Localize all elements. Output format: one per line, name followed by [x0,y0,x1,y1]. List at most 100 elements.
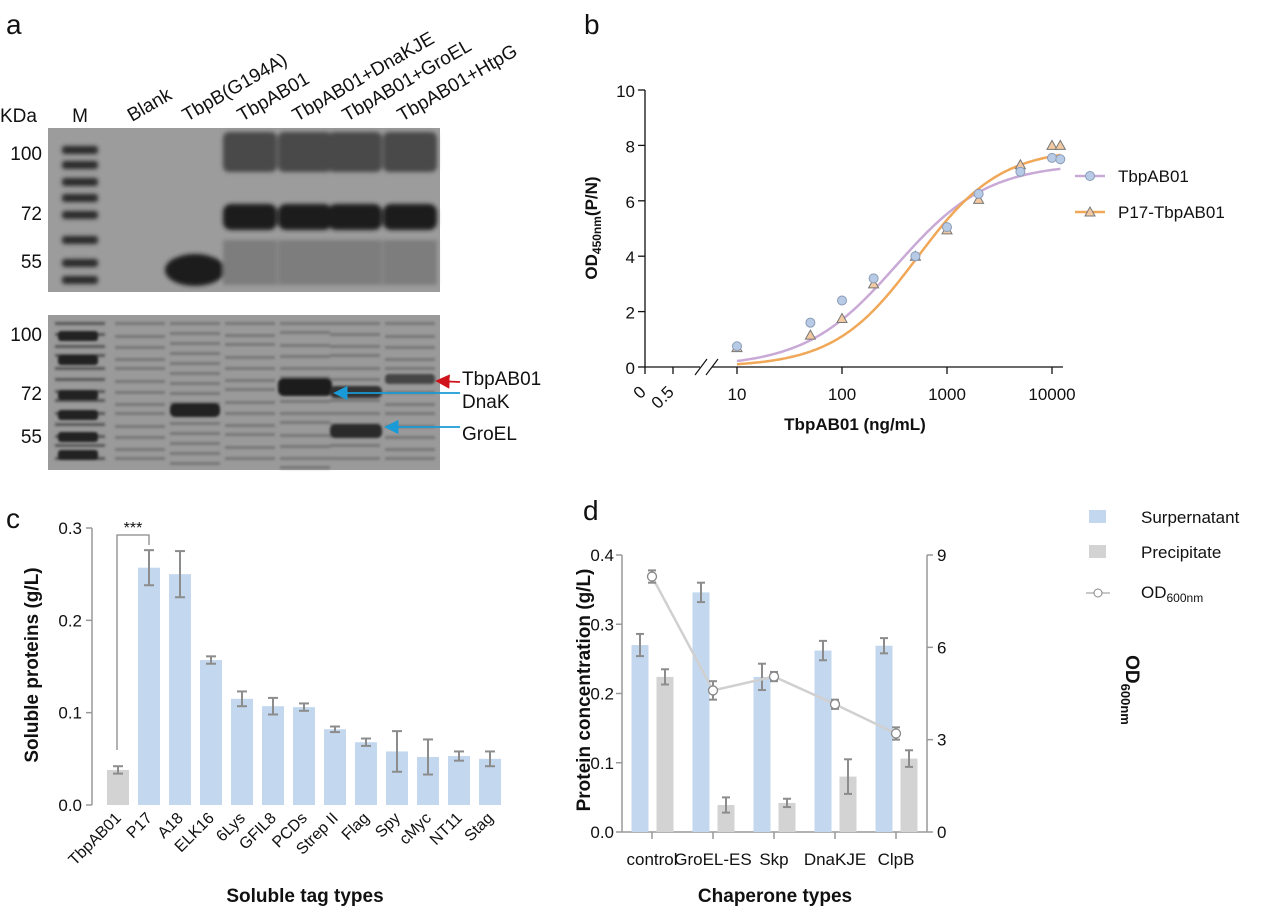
significance-bracket [116,534,150,750]
data-point-circle [805,317,816,328]
x-axis-label: Chaperone types [698,886,852,907]
x-tick-label: 0.5 [648,382,678,412]
y2-label-sub: 600nm [1118,684,1133,725]
mw-marker-label: 72 [21,204,42,225]
legend-marker-triangle [1084,205,1096,217]
panel-label-c: c [6,503,20,534]
lysate-band [385,322,435,325]
gel-annotation-dnak: DnaK [462,392,510,413]
x-axis-label: TbpAB01 (ng/mL) [784,415,926,434]
lysate-band [225,356,275,359]
protein-band [328,204,382,230]
data-point-circle [942,222,952,233]
bar-a18 [169,574,191,805]
x-tick-label: DnaKJE [804,850,866,869]
data-point-circle [973,188,984,199]
lysate-band [115,457,165,460]
groel-band [330,424,382,438]
lysate-band [385,448,435,451]
bar-precipitate-groel-es [717,804,735,832]
lysate-band [225,379,275,382]
ladder-band [62,194,98,202]
y-axis-label: OD450nm(P/N) [582,176,604,279]
lysate-band [280,331,330,334]
ladder-band [58,410,98,420]
data-point-triangle [867,277,880,289]
x-tick-label: 1000 [928,385,966,404]
tbpab01-arrow [435,374,461,389]
lysate-band [55,399,105,402]
lysate-band [115,367,165,370]
lysate-band [170,462,220,465]
legend-marker-circle [1093,588,1103,598]
legend-marker-circle [1085,171,1095,181]
lysate-band [170,362,220,365]
protein-band [385,374,435,384]
bar-surpernatant-dnakje [814,650,832,832]
bar-precipitate-clpb [900,758,918,832]
data-point-circle [837,295,847,306]
bar-gfil8 [262,706,284,805]
data-point-circle [1047,152,1057,163]
lysate-band [225,446,275,449]
x-tick-label: P17 [124,810,156,842]
lysate-band [385,335,435,338]
lysate-band [280,367,330,370]
y-tick-label: 0.4 [590,546,614,565]
od600-line [650,575,897,735]
mw-marker-label: 100 [10,325,42,346]
lysate-band [55,444,105,447]
lysate-band [385,457,435,460]
x-tick-label: cMyc [396,810,434,848]
lysate-band [55,322,105,325]
lysate-band [280,355,330,358]
bar-surpernatant-clpb [875,645,893,832]
panel-label-a: a [6,9,22,40]
y2-tick-label: 0 [937,823,946,842]
legend-label: P17-TbpAB01 [1118,203,1225,222]
y-tick-label: 10 [616,82,635,101]
y-tick-label: 0.1 [590,754,614,773]
dnak-band [330,386,382,398]
data-point-triangle [836,312,848,324]
bar-6lys [231,698,253,805]
ladder-band [58,355,98,365]
lysate-band [225,457,275,460]
lysate-band [115,346,165,349]
ladder-band [62,236,98,244]
od600-point [890,728,902,739]
bar-precipitate-control [656,676,674,832]
lysate-band [225,433,275,436]
x-axis-label: Soluble tag types [226,886,383,907]
data-point-circle [868,273,879,284]
lysate-band [170,352,220,355]
bar-pcds [293,707,315,805]
ladder-band [62,178,98,186]
lysate-band [280,376,330,379]
fit-curve-tbpab01 [736,167,1061,363]
y2-axis-label: OD600nm [1118,655,1142,725]
protein-smear [383,132,437,172]
lysate-band [170,422,220,425]
lysate-band [330,367,380,370]
mw-marker-label: 100 [10,144,42,165]
protein-band [165,254,225,286]
lysate-band [225,367,275,370]
lysate-band [330,399,380,402]
lysate-band [225,424,275,427]
mw-marker-label: 55 [21,427,42,448]
lysate-band [385,436,435,439]
data-point-circle [1055,154,1066,165]
lysate-band [115,322,165,325]
legend-label-main: OD [1141,583,1167,602]
protein-band [170,403,220,417]
x-tick-label: Skp [759,850,788,869]
significance-label: *** [124,520,143,537]
y-tick-label: 0.0 [58,796,82,815]
bar-p17 [138,567,160,805]
lysate-band [385,412,435,415]
lysate-band [330,412,380,415]
data-point-circle [1015,166,1026,177]
x-tick-label: ClpB [878,850,915,869]
lysate-band [170,432,220,435]
